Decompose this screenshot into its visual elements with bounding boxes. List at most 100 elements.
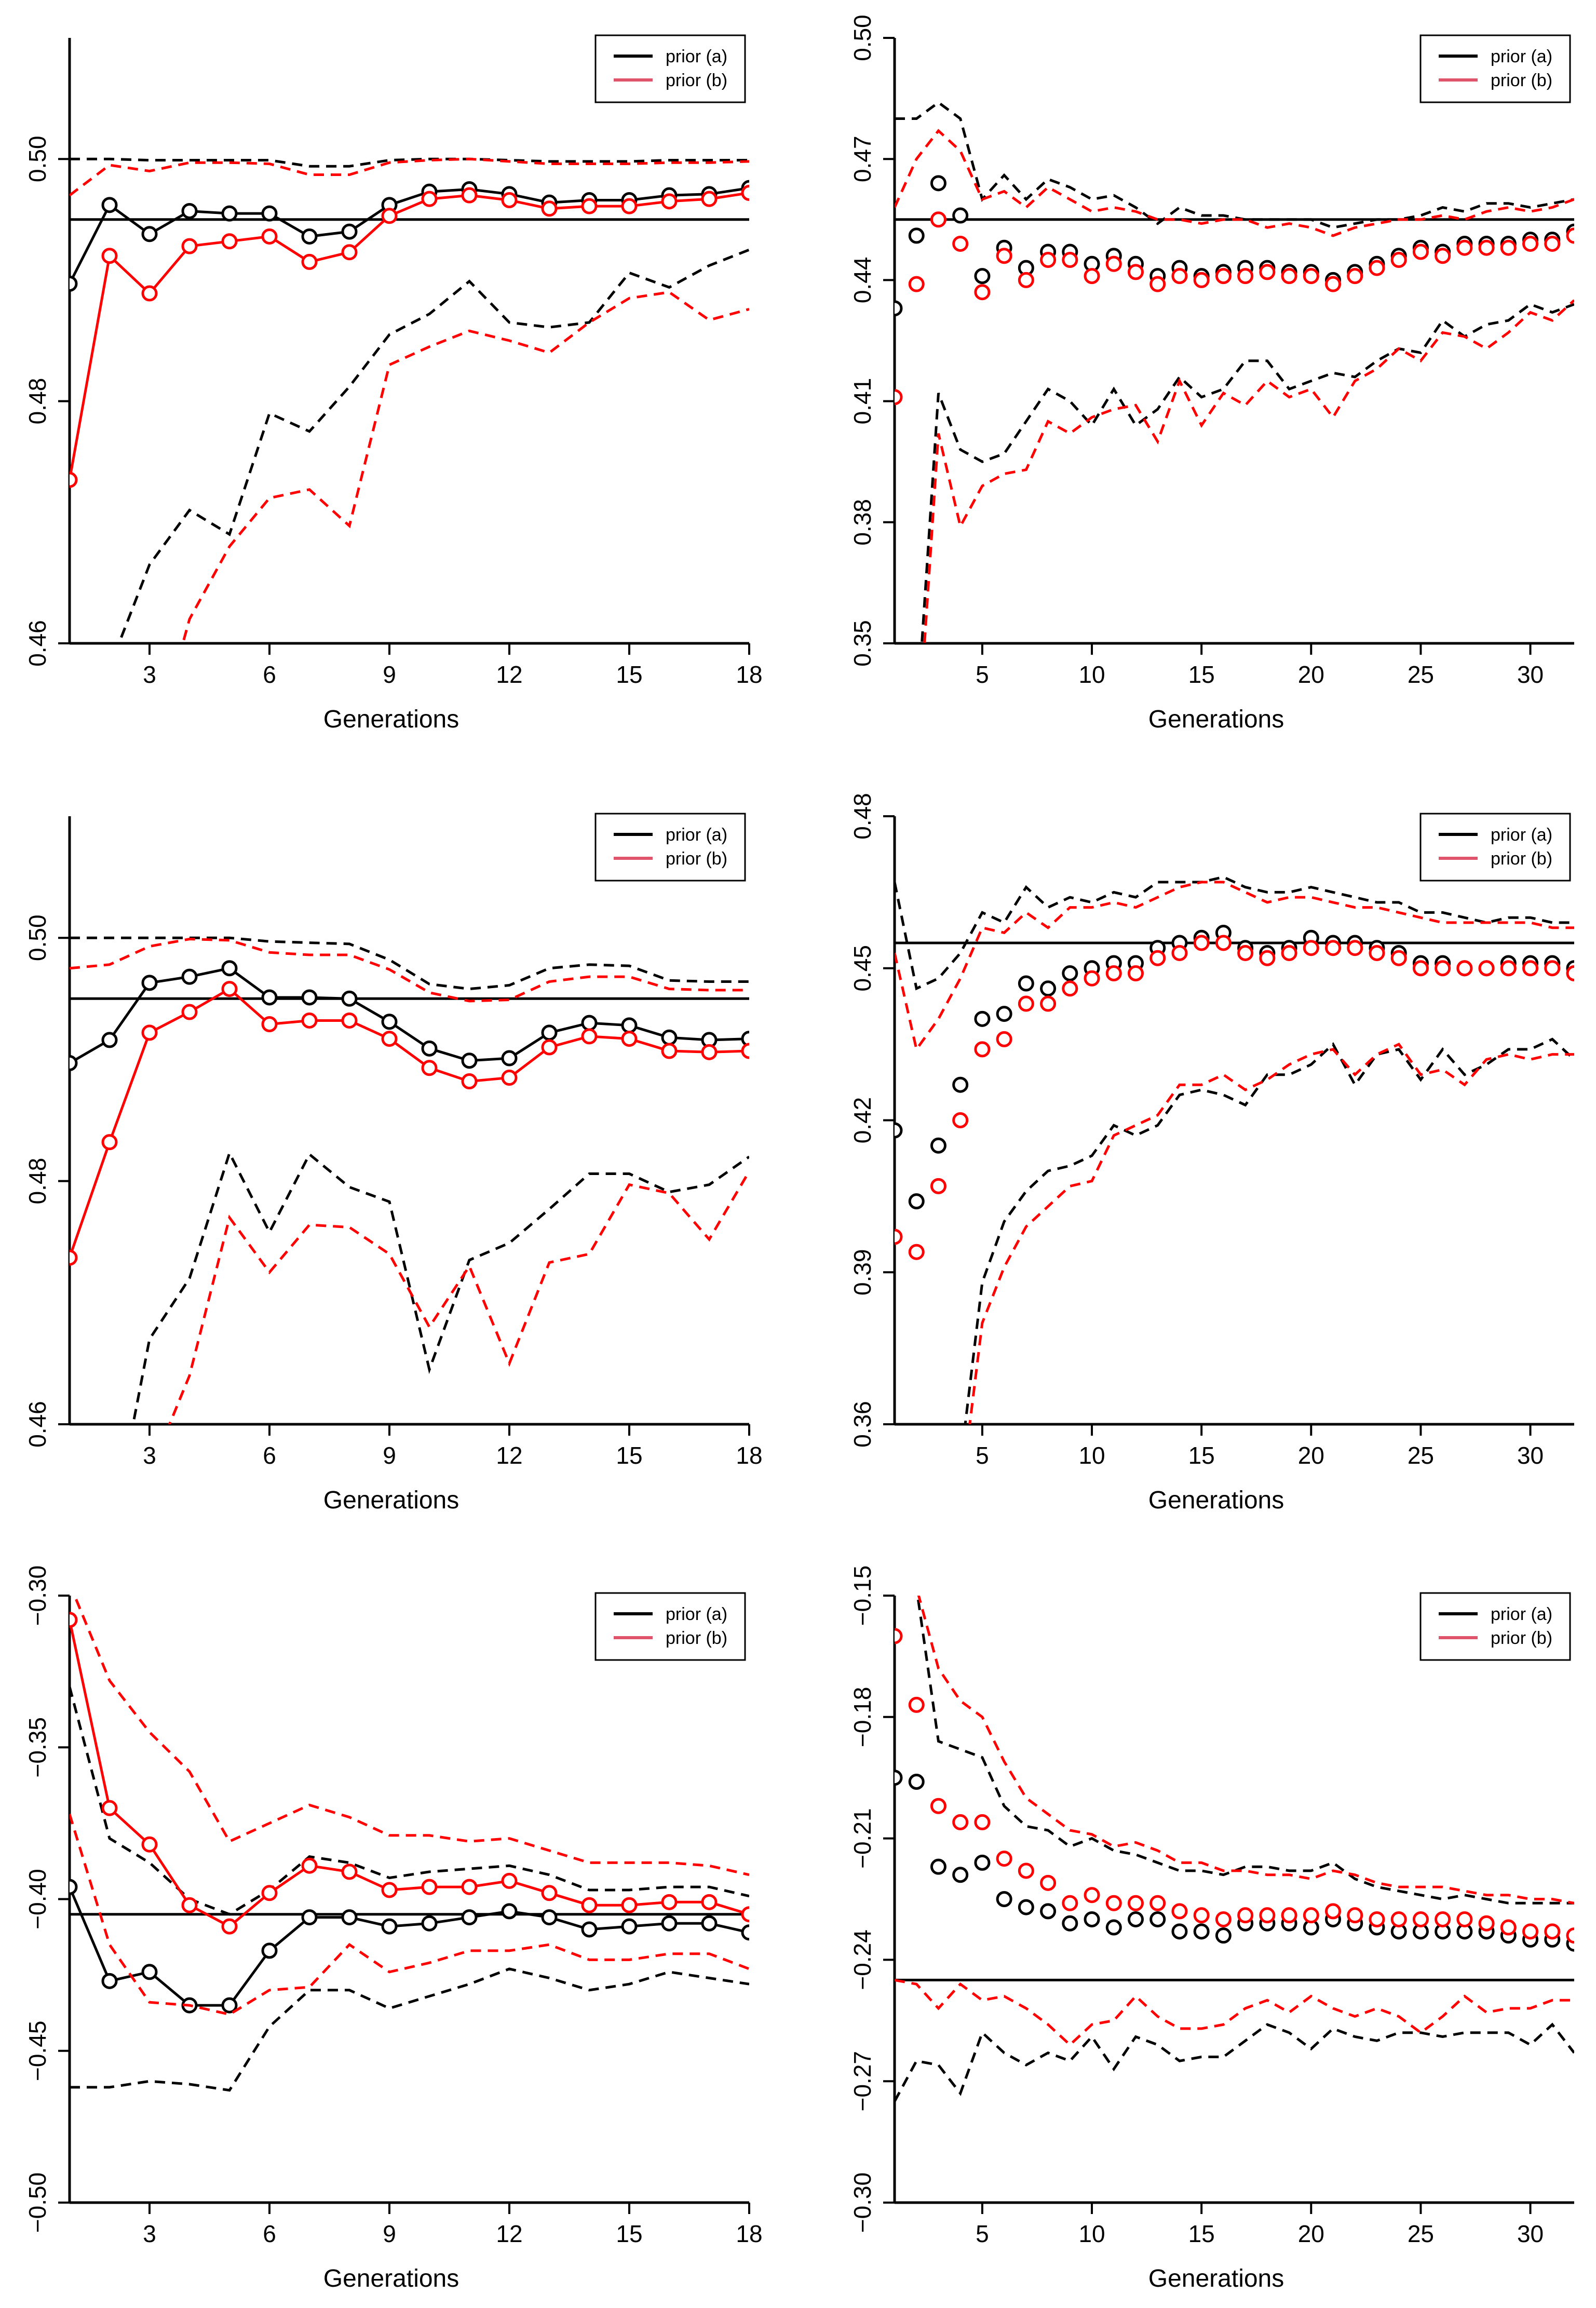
series-prior-b-point xyxy=(952,1814,969,1830)
x-axis-title: Generations xyxy=(1148,706,1284,733)
x-tick-label: 12 xyxy=(496,661,522,688)
series-prior-b-point xyxy=(701,1894,718,1910)
series-prior-b-point xyxy=(1566,965,1574,982)
series-prior-b-point xyxy=(421,191,438,207)
series-prior-b-point xyxy=(895,1229,903,1245)
legend: prior (a) prior (b) xyxy=(1419,1592,1571,1661)
series-prior-b-point xyxy=(741,184,749,201)
y-tick-label: 0.41 xyxy=(849,378,876,425)
series-prior-b-point xyxy=(1105,965,1122,982)
series-prior-b-point xyxy=(1303,940,1319,956)
y-tick-label: −0.21 xyxy=(849,1808,876,1868)
series-prior-b-point xyxy=(621,198,638,214)
series-prior-b-point xyxy=(461,1879,478,1895)
chart-panel-middle-left: 3 6 9 12 15 18 0.46 0.48 0.50 Generations prior (a… xyxy=(24,813,763,1514)
series-prior-b-point xyxy=(1456,239,1473,256)
series-prior-b-point xyxy=(1390,252,1407,268)
chart-panel-middle-right: 5 10 15 20 25 30 0.36 0.39 0.42 0.45 0.48 Generatio… xyxy=(849,793,1574,1514)
series-prior-b-point xyxy=(895,1628,903,1644)
series-prior-b-point xyxy=(996,248,1012,264)
y-tick-label: 0.42 xyxy=(849,1097,876,1144)
series-prior-b-point xyxy=(541,1885,558,1901)
series-prior-b-point xyxy=(1347,1907,1363,1924)
x-tick-label: 30 xyxy=(1517,661,1544,688)
series-prior-a-point xyxy=(341,1909,358,1926)
legend: prior (a) prior (b) xyxy=(594,1592,746,1661)
x-tick-label: 10 xyxy=(1078,661,1105,688)
series-prior-b-point xyxy=(1105,1895,1122,1911)
series-prior-b-point xyxy=(1215,935,1232,951)
series-prior-b-point xyxy=(101,248,118,264)
y-tick-label: 0.48 xyxy=(849,793,876,840)
legend-label: prior (b) xyxy=(1491,849,1552,869)
series-prior-b-point xyxy=(930,1798,946,1814)
series-prior-b-point xyxy=(501,1872,518,1889)
series-prior-a-point xyxy=(930,1858,946,1875)
series-prior-a-point xyxy=(661,1915,678,1932)
series-prior-a-point xyxy=(101,1032,118,1048)
y-tick-label: −0.40 xyxy=(24,1869,51,1929)
series-prior-b-point xyxy=(581,1897,598,1913)
legend-label: prior (b) xyxy=(1491,71,1552,90)
series-prior-b-point xyxy=(341,244,358,261)
legend-label: prior (b) xyxy=(1491,1628,1552,1648)
plot-area xyxy=(895,1596,1574,2102)
series-prior-b-point xyxy=(341,1012,358,1029)
series-prior-a-point xyxy=(421,1040,438,1057)
series-prior-b-point xyxy=(141,1024,158,1041)
series-prior-b-point xyxy=(1084,268,1100,285)
series-prior-b-lower-band xyxy=(895,1978,1574,2047)
series-prior-b-point xyxy=(1127,965,1144,982)
y-tick-label: 0.36 xyxy=(849,1401,876,1448)
series-prior-b-point xyxy=(661,193,678,210)
y-tick-label: −0.30 xyxy=(849,2172,876,2233)
x-tick-label: 10 xyxy=(1078,1442,1105,1469)
series-prior-b-point xyxy=(1171,268,1188,285)
series-prior-a-point xyxy=(895,1122,903,1139)
series-prior-a-point xyxy=(908,227,925,244)
series-prior-b-upper-band xyxy=(70,157,749,197)
series-prior-b-point xyxy=(1369,1911,1385,1927)
series-prior-a-point xyxy=(1018,975,1034,992)
series-prior-a-point xyxy=(141,226,158,242)
x-tick-label: 10 xyxy=(1078,2220,1105,2247)
x-tick-label: 20 xyxy=(1298,661,1324,688)
series-prior-b-point xyxy=(1347,940,1363,956)
series-prior-b-point xyxy=(1215,268,1232,285)
series-prior-a-point xyxy=(996,1891,1012,1907)
legend-box xyxy=(1419,813,1571,882)
series-prior-b-upper-band xyxy=(917,1596,1574,1905)
series-prior-b-point xyxy=(101,1134,118,1151)
x-tick-label: 3 xyxy=(143,1442,156,1469)
series-prior-a-point xyxy=(181,968,198,985)
series-prior-b-point xyxy=(1369,260,1385,276)
y-tick-label: 0.50 xyxy=(24,914,51,961)
series-prior-a-point xyxy=(541,1909,558,1926)
plot-area xyxy=(895,101,1574,643)
x-tick-label: 9 xyxy=(383,661,396,688)
y-tick-label: 0.48 xyxy=(24,378,51,425)
legend: prior (a) prior (b) xyxy=(594,34,746,103)
series-prior-a-point xyxy=(581,1015,598,1031)
plot-area xyxy=(895,875,1574,1424)
x-axis-title: Generations xyxy=(1148,1487,1284,1514)
y-tick-label: 0.48 xyxy=(24,1158,51,1205)
series-prior-a-upper-band xyxy=(895,875,1574,991)
series-prior-a-point xyxy=(261,205,278,222)
y-tick-label: 0.35 xyxy=(849,620,876,667)
y-tick-label: 0.44 xyxy=(849,257,876,304)
chart-panel-top-right: 5 10 15 20 25 30 0.35 0.38 0.41 0.44 0.47 0.50 Gener… xyxy=(849,15,1574,733)
series-prior-b-point xyxy=(221,233,238,250)
series-prior-b-point xyxy=(895,389,903,406)
legend-label: prior (a) xyxy=(666,825,727,845)
series-prior-a-point xyxy=(930,175,946,192)
series-prior-b-point xyxy=(1522,235,1539,252)
series-prior-a-point xyxy=(261,1942,278,1959)
series-prior-b-point xyxy=(701,191,718,207)
series-prior-b-point xyxy=(221,1918,238,1935)
x-tick-label: 20 xyxy=(1298,1442,1324,1469)
series-prior-a-point xyxy=(952,207,969,224)
series-prior-b-upper-band xyxy=(895,881,1574,1052)
series-prior-b-point xyxy=(1018,272,1034,288)
